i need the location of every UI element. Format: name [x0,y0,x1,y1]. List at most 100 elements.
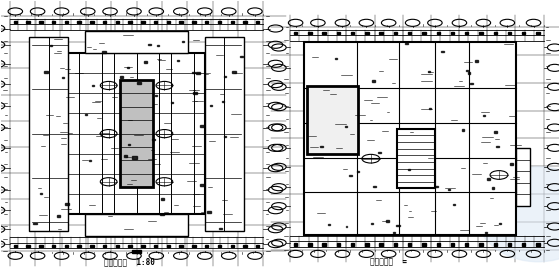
Bar [498,223,501,224]
Bar [493,32,497,34]
Bar [127,67,129,68]
Bar [26,21,30,23]
Bar [351,243,354,246]
Bar [357,171,358,172]
Bar [323,32,326,34]
Bar [77,21,81,23]
Bar [141,245,144,247]
Bar [243,21,246,23]
Bar [308,32,311,34]
Bar [192,72,195,73]
Bar [77,245,81,247]
Bar [154,245,157,247]
Bar [64,21,68,23]
Bar [29,37,68,231]
Bar [536,32,540,34]
Bar [422,243,426,246]
Bar [240,56,243,57]
Bar [479,32,483,34]
Bar [349,175,352,176]
Bar [222,101,224,102]
Bar [40,193,43,194]
Bar [494,131,497,133]
Bar [205,21,208,23]
Bar [256,245,259,247]
Bar [57,215,60,217]
Bar [154,21,157,23]
Bar [408,243,412,246]
Bar [372,80,375,82]
Bar [137,82,141,84]
Bar [103,21,106,23]
Bar [192,21,195,23]
Bar [522,32,525,34]
Bar [308,243,311,246]
Bar [335,58,337,59]
Bar [200,125,203,127]
Bar [128,21,132,23]
Bar [52,245,55,247]
Bar [92,85,95,86]
Bar [496,145,499,147]
Bar [422,32,426,34]
Bar [193,92,197,94]
Bar [451,32,454,34]
Bar [90,21,94,23]
Bar [380,243,383,246]
Bar [120,80,153,187]
Bar [394,243,397,246]
Bar [177,60,179,61]
Bar [294,243,297,246]
Bar [396,225,400,227]
Bar [466,70,468,71]
Bar [167,245,170,247]
Bar [487,178,490,179]
Bar [492,187,494,189]
Bar [102,51,105,53]
Bar [119,76,123,78]
Bar [231,21,234,23]
Bar [451,243,454,246]
Bar [103,245,106,247]
Bar [128,245,132,247]
Bar [124,155,127,157]
Bar [161,198,164,200]
Bar [377,152,381,153]
Bar [454,204,455,205]
Bar [393,232,395,233]
Bar [180,245,183,247]
Bar [365,243,368,246]
Bar [128,144,130,145]
Text: 屋顶平面图  =: 屋顶平面图 = [370,258,407,267]
Bar [405,43,408,44]
Bar [144,61,147,63]
Bar [232,71,236,73]
Bar [323,243,326,246]
Bar [470,83,473,84]
Bar [508,243,511,246]
Bar [148,44,151,45]
Bar [447,189,450,190]
Bar [199,184,203,186]
Bar [307,86,358,154]
Bar [346,226,348,227]
Bar [243,245,246,247]
Bar [39,245,43,247]
Bar [205,37,244,231]
Bar [68,53,205,214]
Ellipse shape [477,167,560,262]
Bar [157,45,160,47]
Bar [397,129,435,189]
Bar [371,223,373,224]
Bar [328,224,330,226]
Bar [141,21,144,23]
Bar [508,32,511,34]
Bar [62,77,64,78]
Bar [207,211,211,213]
Bar [167,21,170,23]
Bar [479,243,483,246]
Bar [408,32,412,34]
Bar [160,214,164,215]
Bar [373,186,376,187]
Bar [85,31,188,53]
